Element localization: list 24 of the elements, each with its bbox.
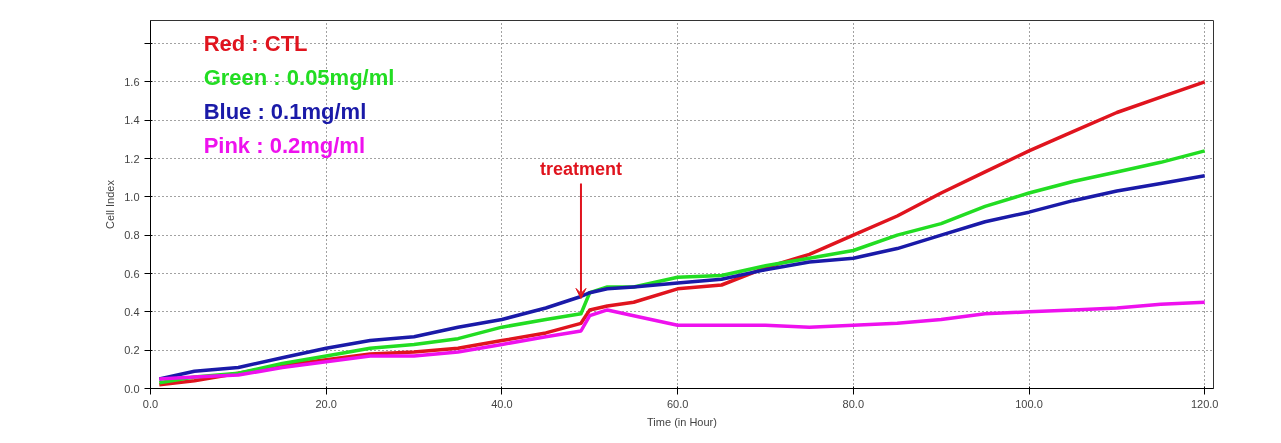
x-tick-label: 40.0: [491, 397, 513, 410]
x-tick-label: 120.0: [1190, 397, 1219, 410]
line-series: [157, 300, 1207, 381]
x-tick-label: 0.0: [142, 397, 159, 410]
annotation: treatment: [539, 159, 622, 180]
text: Green : 0.05mg/ml: [203, 64, 395, 90]
y-tick-label: 0.0: [124, 382, 140, 395]
text: Blue : 0.1mg/ml: [203, 98, 367, 124]
y-tick-label: 0.2: [124, 344, 140, 357]
x-tick-label: 20.0: [315, 397, 337, 410]
text: Pink : 0.2mg/ml: [203, 132, 366, 158]
y-tick-label: 1.4: [124, 114, 140, 127]
y-tick-label: 0.4: [124, 305, 140, 318]
x-tick-label: 80.0: [842, 397, 865, 410]
y-tick-label: 0.6: [124, 267, 140, 280]
y-tick-label: 1.2: [124, 152, 140, 165]
text: Red : CTL: [203, 30, 308, 56]
x-axis-title: Time (in Hour): [647, 415, 717, 428]
y-axis-title: Cell Index: [104, 179, 117, 229]
x-tick-label: 100.0: [1015, 397, 1043, 410]
y-tick-label: 0.8: [124, 229, 140, 242]
x-tick-label: 60.0: [666, 397, 689, 410]
y-tick-label: 1.0: [124, 190, 140, 203]
y-tick-label: 1.6: [124, 75, 140, 88]
